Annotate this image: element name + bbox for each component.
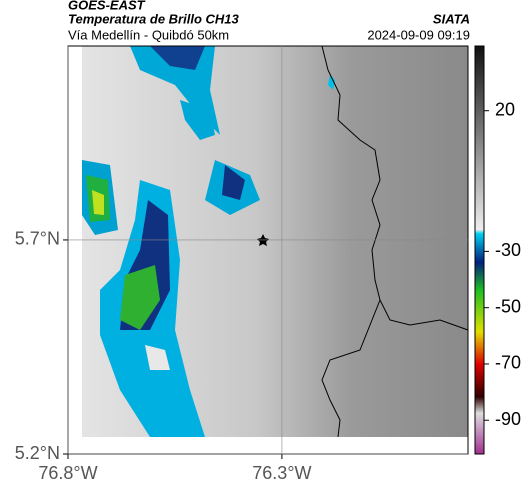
route: Vía Medellín - Quibdó 50km	[68, 27, 229, 42]
source: GOES-EAST	[68, 0, 146, 12]
colorbar	[474, 45, 485, 455]
colorbar-label: -30	[495, 240, 521, 260]
product: Temperatura de Brillo CH13	[68, 11, 240, 26]
datetime: 2024-09-09 09:19	[367, 27, 470, 42]
x-tick-label: 76.8°W	[38, 463, 97, 483]
colorbar-label: -50	[495, 296, 521, 316]
y-tick-label: 5.7°N	[15, 229, 60, 249]
colorbar-label: 20	[495, 99, 515, 119]
coastline	[321, 45, 469, 438]
colorbar-label: -90	[495, 409, 521, 429]
x-tick-label: 76.3°W	[252, 463, 311, 483]
imagery	[82, 46, 468, 437]
colorbar-label: -70	[495, 353, 521, 373]
agency: SIATA	[433, 11, 470, 26]
y-tick-label: 5.2°N	[15, 443, 60, 463]
